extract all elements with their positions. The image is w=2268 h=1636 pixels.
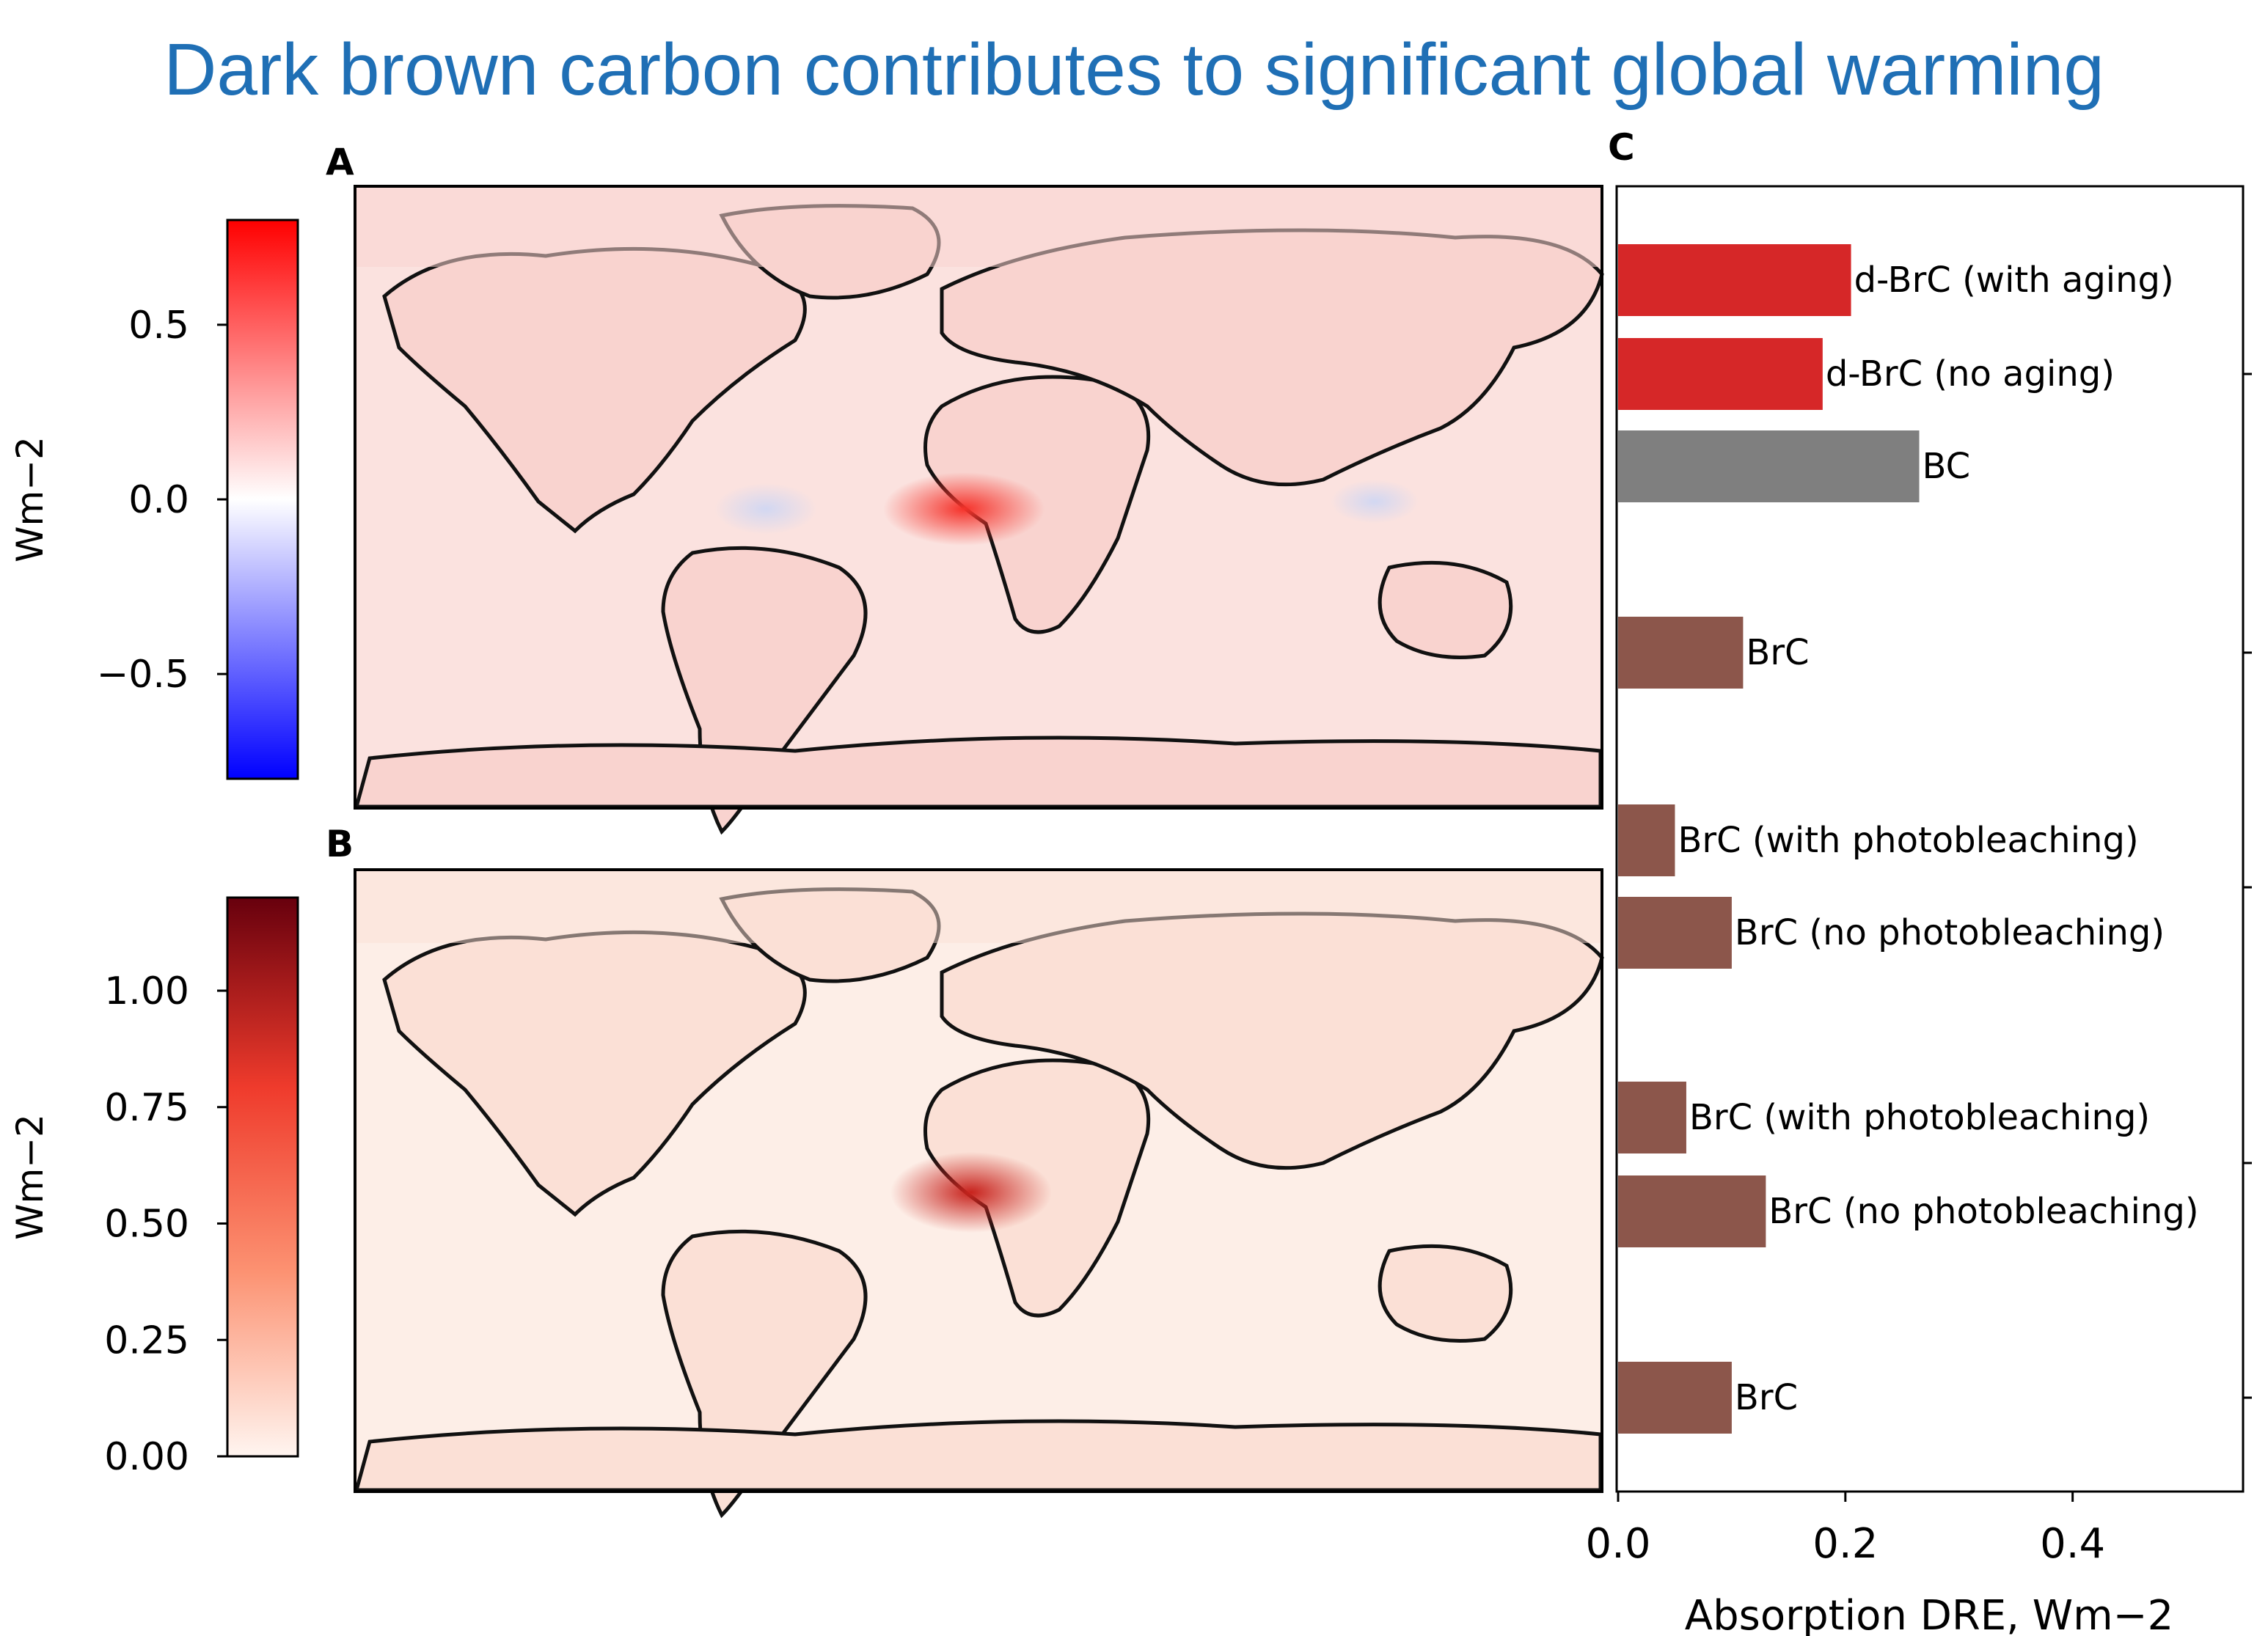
- colorbar-b-bar: [226, 896, 299, 1458]
- map-b-frame: [354, 868, 1603, 1493]
- colorbar-tick-label: −0.5: [97, 653, 189, 697]
- bar-label: BrC (no photobleaching): [1768, 1191, 2198, 1232]
- bar-chart-c-right-ticks: [2243, 373, 2252, 1399]
- bar-label: BC: [1923, 446, 1971, 487]
- bar-label: BrC (with photobleaching): [1678, 820, 2138, 861]
- bar-label: d-BrC (with aging): [1854, 260, 2174, 301]
- bar-chart-c-xlabel: Absorption DRE, Wm−2: [1685, 1592, 2173, 1636]
- bar-label: BrC (no photobleaching): [1735, 912, 2165, 953]
- x-tick-label: 0.4: [2040, 1520, 2105, 1568]
- bar: [1618, 1175, 1766, 1247]
- bar-label: BrC (with photobleaching): [1689, 1097, 2150, 1138]
- bar: [1618, 897, 1732, 969]
- bar: [1618, 1362, 1732, 1434]
- colorbar-tick-label: 0.25: [104, 1318, 189, 1362]
- map-b-arctic-band: [355, 870, 1602, 943]
- map-a: [354, 185, 1603, 832]
- colorbar-tick-label: 0.0: [128, 478, 189, 522]
- bar: [1618, 617, 1744, 689]
- colorbar-b-label: Wm−2: [9, 1114, 51, 1240]
- colorbar-tick-label: 0.5: [128, 304, 189, 348]
- map-a-negative-region: [714, 483, 817, 535]
- colorbar-a-ticks: 0.5 0.0 −0.5: [97, 304, 227, 697]
- bar-label: BrC: [1735, 1377, 1798, 1418]
- bar-chart-c-bars: d-BrC (with aging) d-BrC (no aging) BC BrC B…: [1618, 244, 2199, 1434]
- x-tick-label: 0.2: [1812, 1520, 1878, 1568]
- map-b: [354, 868, 1603, 1515]
- map-a-negative-region-asia: [1331, 480, 1419, 524]
- colorbar-tick-label: 1.00: [104, 969, 189, 1013]
- bar: [1618, 430, 1920, 502]
- panel-label-b: B: [326, 823, 354, 865]
- colorbar-b-ticks: 1.00 0.75 0.50 0.25 0.00: [104, 969, 227, 1479]
- colorbar-b: 1.00 0.75 0.50 0.25 0.00 Wm−2: [9, 896, 299, 1479]
- colorbar-tick-label: 0.50: [104, 1203, 189, 1247]
- figure-title: Dark brown carbon contributes to signifi…: [164, 29, 2104, 111]
- colorbar-tick-label: 0.00: [104, 1435, 189, 1479]
- bar-label: BrC: [1746, 632, 1809, 673]
- bar: [1618, 1082, 1686, 1153]
- x-tick-label: 0.0: [1585, 1520, 1650, 1568]
- colorbar-a-bar: [226, 219, 299, 780]
- panel-label-c: C: [1608, 126, 1635, 169]
- colorbar-a-label: Wm−2: [9, 436, 51, 562]
- map-b-africa-hotspot: [890, 1152, 1052, 1233]
- bar-chart-c-frame: [1615, 185, 2245, 1493]
- bar-label: d-BrC (no aging): [1826, 353, 2115, 395]
- bar: [1618, 244, 1851, 316]
- colorbar-tick-label: 0.75: [104, 1086, 189, 1130]
- bar-chart-c-x-ticks: 0.0 0.2 0.4: [1585, 1492, 2105, 1568]
- map-a-africa-hotspot: [883, 472, 1045, 546]
- map-a-frame: [354, 185, 1603, 810]
- bar-chart-c: d-BrC (with aging) d-BrC (no aging) BC BrC B…: [1585, 185, 2252, 1636]
- panel-label-a: A: [326, 141, 354, 183]
- bar: [1618, 804, 1675, 876]
- map-a-arctic-band: [355, 186, 1602, 267]
- colorbar-a: 0.5 0.0 −0.5 Wm−2: [9, 219, 299, 780]
- bar: [1618, 338, 1823, 410]
